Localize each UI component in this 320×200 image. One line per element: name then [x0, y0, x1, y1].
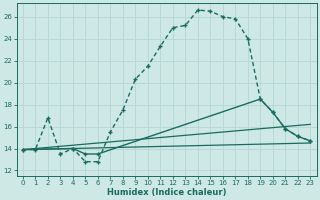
X-axis label: Humidex (Indice chaleur): Humidex (Indice chaleur) [107, 188, 226, 197]
